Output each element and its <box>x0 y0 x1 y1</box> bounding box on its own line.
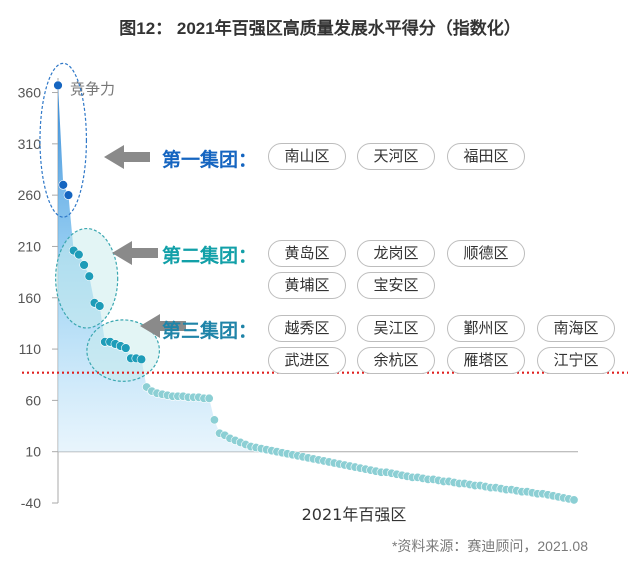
data-point <box>204 393 214 403</box>
y-tick-label: 110 <box>19 341 42 357</box>
data-point <box>79 260 89 270</box>
district-pill: 余杭区 <box>357 347 435 374</box>
district-pill: 宝安区 <box>357 272 435 299</box>
chart-title: 图12： 2021年百强区高质量发展水平得分（指数化） <box>119 19 521 38</box>
district-pill: 天河区 <box>357 143 435 170</box>
data-point <box>136 354 147 365</box>
data-point <box>53 80 63 91</box>
district-pill: 鄞州区 <box>447 315 525 342</box>
y-tick-label: 260 <box>18 187 42 203</box>
data-point <box>84 271 94 281</box>
y-tick-label: 60 <box>25 392 41 408</box>
data-point <box>74 249 84 260</box>
group-ellipse <box>39 62 88 218</box>
y-axis-label: 竞争力 <box>70 80 115 98</box>
group-label: 第三集团： <box>162 321 258 342</box>
pointer-arrow <box>104 145 150 169</box>
district-pill: 龙岗区 <box>357 240 435 267</box>
data-point <box>58 180 68 190</box>
data-point <box>63 190 74 200</box>
district-pill: 越秀区 <box>268 315 346 342</box>
group-label: 第二集团： <box>162 246 258 267</box>
y-tick-label: 360 <box>18 85 42 101</box>
district-pill: 雁塔区 <box>447 347 525 374</box>
data-point <box>94 301 105 311</box>
district-pill: 南海区 <box>537 315 615 342</box>
data-point <box>209 415 219 425</box>
pointer-arrow <box>112 241 158 265</box>
district-pill: 顺德区 <box>447 240 525 267</box>
x-axis-label: 2021年百强区 <box>302 505 407 524</box>
district-pill: 武进区 <box>268 347 346 374</box>
y-tick-label: 210 <box>18 238 42 254</box>
data-point <box>121 343 131 353</box>
y-tick-label: -40 <box>21 495 41 511</box>
y-tick-label: 310 <box>18 136 42 152</box>
district-pill: 吴江区 <box>357 315 435 342</box>
area-fill <box>58 85 574 452</box>
district-pill: 黄埔区 <box>268 272 346 299</box>
y-tick-label: 160 <box>18 290 42 306</box>
y-tick-label: 10 <box>25 444 41 460</box>
district-pill: 南山区 <box>268 143 346 170</box>
district-pill: 福田区 <box>447 143 525 170</box>
pointer-arrow <box>140 314 186 338</box>
data-point <box>569 495 579 505</box>
source-note: *资料来源：赛迪顾问，2021.08 <box>391 538 588 554</box>
district-pill: 江宁区 <box>537 347 615 374</box>
district-pill: 黄岛区 <box>268 240 346 267</box>
group-label: 第一集团： <box>162 150 258 171</box>
